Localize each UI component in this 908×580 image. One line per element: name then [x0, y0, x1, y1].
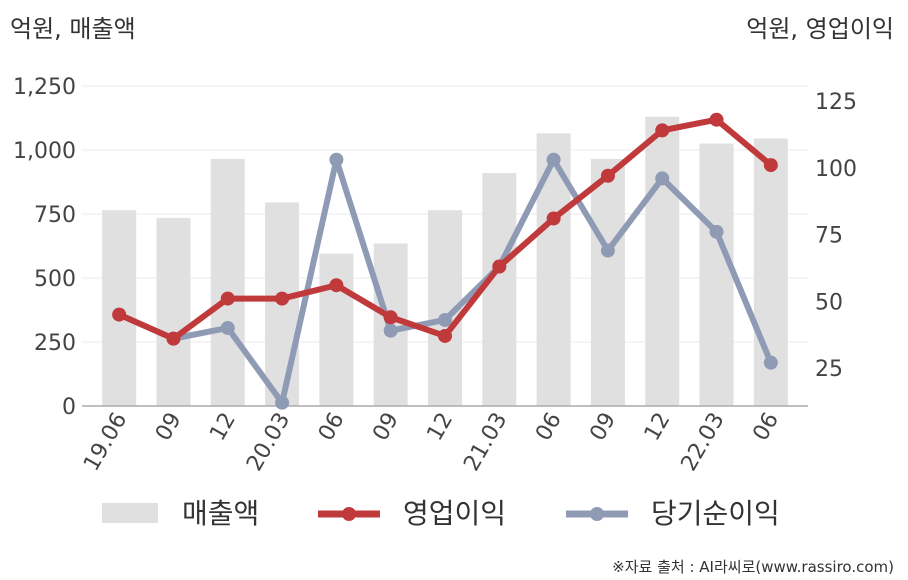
right-tick-75: 75	[815, 224, 843, 249]
right-axis-ticks: 25 50 75 100 125	[815, 90, 857, 382]
x-axis-ticks: 19.06 09 12 20.03 06 09 12 21.03 06 09 12 22.03 06	[79, 409, 784, 476]
legend-label-revenue: 매출액	[182, 497, 259, 530]
line-series	[112, 112, 778, 410]
x-tick-7: 21.03	[459, 409, 512, 476]
net-income-point-10	[655, 171, 670, 186]
source-note: ※자료 출처 : AI라씨로(www.rassiro.com)	[612, 558, 894, 576]
x-tick-6: 12	[423, 409, 459, 446]
legend-marker-operating-profit	[342, 507, 356, 521]
x-tick-11: 22.03	[677, 409, 730, 476]
net-income-line	[172, 156, 774, 406]
operating-profit-point-9	[600, 168, 615, 183]
x-tick-5: 09	[368, 409, 404, 446]
x-tick-2: 12	[205, 409, 241, 446]
left-tick-0: 0	[62, 395, 76, 420]
operating-profit-point-10	[655, 123, 670, 138]
left-tick-250: 250	[34, 331, 76, 356]
left-axis-ticks: 0 250 500 750 1,000 1,250	[13, 75, 76, 420]
left-tick-1250: 1,250	[13, 75, 76, 100]
right-tick-100: 100	[815, 157, 857, 182]
x-tick-1: 09	[151, 409, 187, 446]
revenue-bar-1	[156, 217, 191, 406]
left-tick-750: 750	[34, 203, 76, 228]
revenue-bar-11	[699, 143, 734, 406]
right-tick-25: 25	[815, 357, 843, 382]
right-axis-unit: 억원, 영업이익	[746, 15, 894, 43]
net-income-point-6	[438, 312, 452, 327]
legend-label-net-income: 당기순이익	[651, 497, 780, 530]
x-tick-8: 06	[531, 409, 567, 446]
x-tick-0: 19.06	[79, 409, 132, 476]
x-tick-4: 06	[314, 409, 350, 446]
net-income-point-8	[546, 152, 561, 167]
revenue-bars	[102, 116, 788, 407]
x-tick-12: 06	[748, 409, 784, 446]
left-axis-unit: 억원, 매출액	[10, 15, 136, 43]
net-income-point-5	[383, 323, 398, 338]
right-tick-125: 125	[815, 90, 857, 115]
revenue-bar-7	[482, 173, 517, 406]
legend-swatch-revenue	[102, 503, 158, 523]
operating-profit-point-12	[763, 158, 778, 173]
revenue-bar-2	[210, 158, 245, 406]
operating-profit-point-11	[709, 112, 724, 127]
operating-profit-point-3	[275, 291, 290, 306]
operating-profit-point-2	[220, 291, 235, 306]
revenue-bar-4	[319, 253, 354, 406]
legend-marker-net-income	[590, 507, 604, 521]
revenue-bar-10	[645, 116, 680, 406]
left-tick-1000: 1,000	[13, 139, 76, 164]
net-income-point-2	[220, 320, 235, 335]
operating-profit-point-5	[383, 310, 398, 325]
x-tick-10: 12	[640, 409, 676, 446]
legend: 매출액 영업이익 당기순이익	[102, 497, 780, 530]
right-tick-50: 50	[815, 290, 843, 315]
x-tick-3: 20.03	[242, 409, 295, 476]
revenue-bar-9	[590, 158, 625, 406]
left-tick-500: 500	[34, 267, 76, 292]
legend-label-operating-profit: 영업이익	[403, 497, 506, 530]
net-income-point-3	[275, 395, 290, 410]
operating-profit-point-6	[438, 328, 452, 343]
operating-profit-point-8	[546, 211, 561, 226]
operating-profit-point-0	[112, 307, 127, 322]
operating-profit-point-1	[166, 331, 181, 346]
net-income-point-9	[600, 243, 615, 258]
net-income-point-4	[329, 152, 344, 167]
x-tick-9: 09	[585, 409, 621, 446]
net-income-point-11	[709, 224, 724, 239]
net-income-point-12	[763, 355, 778, 370]
operating-profit-point-4	[329, 278, 344, 293]
operating-profit-point-7	[492, 259, 507, 274]
